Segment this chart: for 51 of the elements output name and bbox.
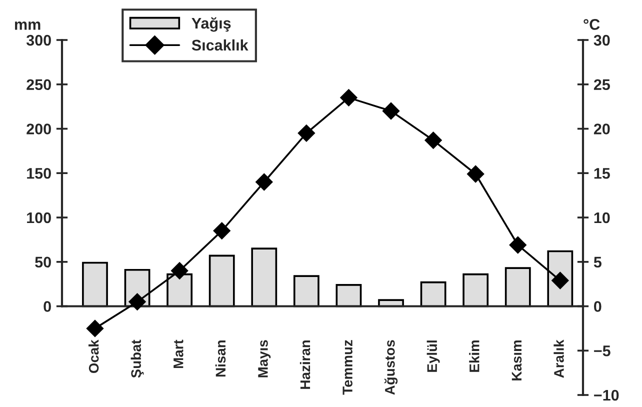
y2-tick-label: −5 — [594, 346, 610, 356]
x-tick-label: Şubat — [130, 340, 144, 378]
bar — [208, 254, 235, 308]
y-tick-label: 300 — [26, 34, 51, 46]
y2-tick-label: 10 — [594, 212, 610, 224]
y2-tick-label: 5 — [594, 256, 602, 268]
bar — [293, 275, 320, 308]
point — [256, 173, 273, 191]
point — [128, 293, 146, 310]
y2-tick-label: 30 — [594, 34, 610, 46]
point — [340, 89, 358, 106]
point — [424, 132, 442, 149]
point — [382, 102, 400, 120]
x-tick-label: Mayıs — [258, 340, 271, 378]
y-tick-label: 100 — [27, 212, 51, 224]
x-tick-label: Ağustos — [384, 340, 398, 395]
y-tick-label: 50 — [35, 256, 51, 268]
x-tick-label: Eylül — [426, 340, 440, 372]
y2-tick-label: 15 — [594, 168, 610, 179]
bar — [504, 267, 531, 308]
x-tick-label: Haziran — [300, 340, 310, 389]
point — [298, 124, 315, 142]
point — [213, 222, 230, 240]
x-tick-label: Ekim — [469, 340, 480, 372]
y-tick-label: 0 — [44, 301, 51, 312]
x-tick-label: Nisan — [215, 340, 226, 376]
legend-label: Yağış — [192, 17, 231, 32]
y2-tick-label: 25 — [594, 79, 610, 90]
x-tick-label: Mart — [174, 340, 184, 368]
x-tick-label: Ocak — [88, 340, 99, 373]
y2-tick-label: 20 — [594, 124, 610, 134]
y2-tick-label: 0 — [594, 301, 602, 312]
x-tick-label: Aralık — [554, 340, 564, 378]
legend-label: Sıcaklık — [192, 39, 248, 51]
y-tick-label: 150 — [27, 168, 51, 179]
y-tick-label: 200 — [26, 124, 51, 134]
y-tick-label: 250 — [26, 79, 51, 90]
bar — [336, 284, 362, 308]
point — [467, 165, 484, 183]
point — [171, 262, 188, 280]
point — [86, 320, 104, 337]
bar — [420, 281, 446, 308]
bar — [82, 262, 108, 308]
y-axis-title: mm — [14, 22, 40, 30]
point — [509, 236, 526, 254]
x-tick-label: Kasım — [512, 340, 522, 380]
x-tick-label: Temmuz — [342, 340, 352, 395]
y2-axis-title: °C — [584, 19, 600, 30]
bar — [251, 248, 278, 308]
y2-tick-label: −10 — [594, 390, 619, 401]
bar — [462, 273, 489, 308]
